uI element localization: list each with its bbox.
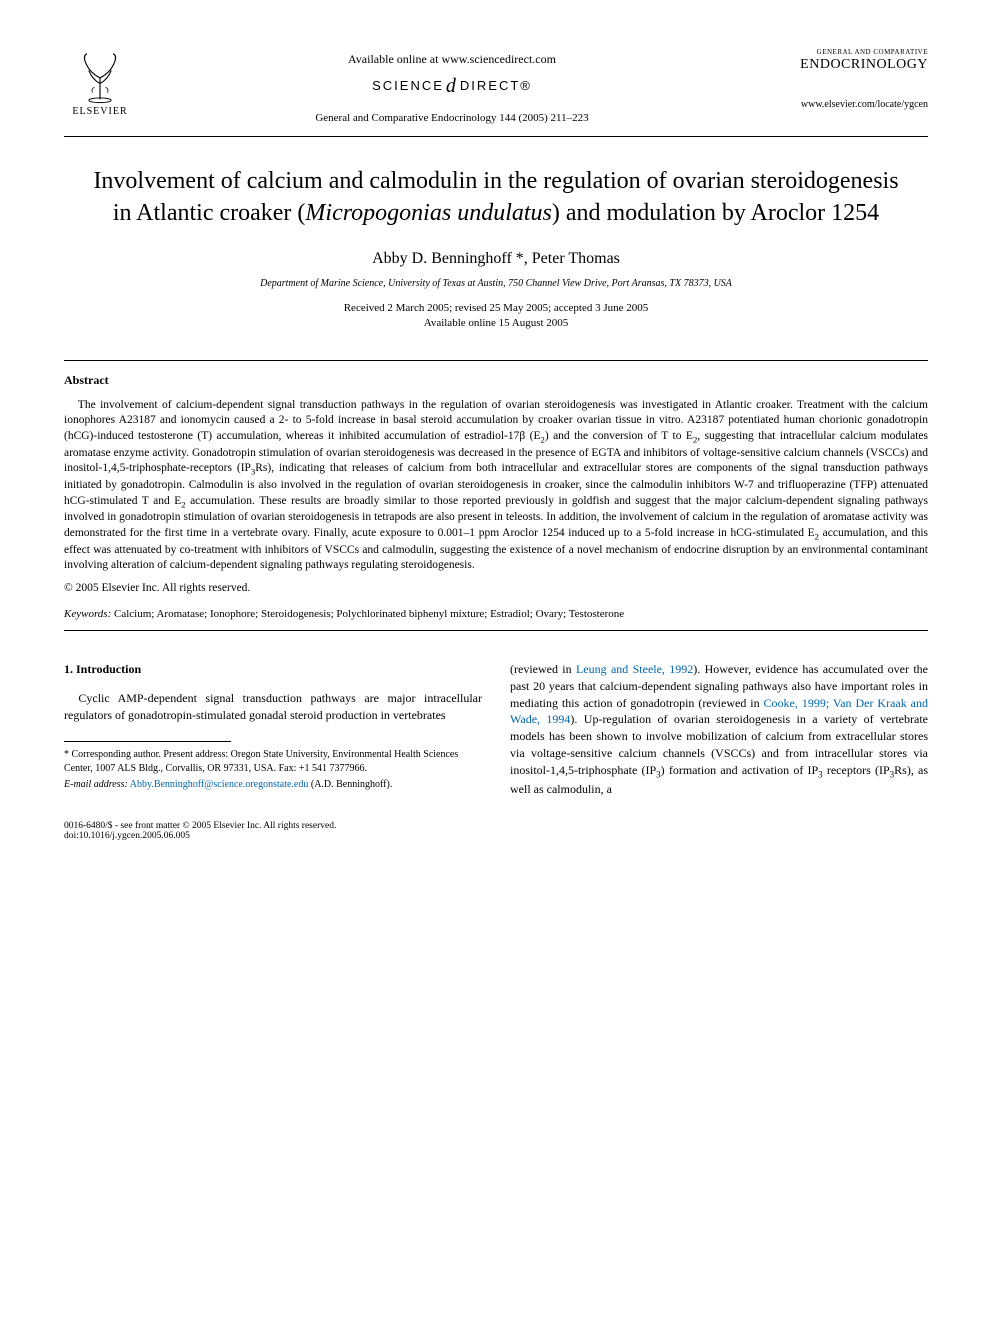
left-column: 1. Introduction Cyclic AMP-dependent sig…	[64, 661, 482, 798]
sd-at-icon: d	[446, 75, 458, 98]
affiliation: Department of Marine Science, University…	[64, 278, 928, 289]
header-rule	[64, 136, 928, 137]
footnote-rule	[64, 741, 231, 742]
journal-box: GENERAL AND COMPARATIVE ENDOCRINOLOGY ww…	[768, 48, 928, 110]
article-dates: Received 2 March 2005; revised 25 May 20…	[64, 301, 928, 332]
intro-paragraph-right: (reviewed in Leung and Steele, 1992). Ho…	[510, 661, 928, 798]
email-tail: (A.D. Benninghoff).	[308, 779, 392, 790]
abstract-heading: Abstract	[64, 373, 928, 388]
keywords-text: Calcium; Aromatase; Ionophore; Steroidog…	[111, 608, 624, 620]
authors: Abby D. Benninghoff *, Peter Thomas	[64, 250, 928, 268]
center-header: Available online at www.sciencedirect.co…	[136, 48, 768, 124]
keywords-label: Keywords:	[64, 608, 111, 620]
email-link[interactable]: Abby.Benninghoff@science.oregonstate.edu	[130, 779, 309, 790]
journal-citation: General and Comparative Endocrinology 14…	[136, 112, 768, 124]
footnote: * Corresponding author. Present address:…	[64, 748, 482, 792]
availability-text: Available online at www.sciencedirect.co…	[136, 52, 768, 67]
right-column: (reviewed in Leung and Steele, 1992). Ho…	[510, 661, 928, 798]
sd-logo-left: SCIENCE	[372, 78, 444, 93]
journal-url: www.elsevier.com/locate/ygcen	[768, 99, 928, 110]
journal-supertitle: GENERAL AND COMPARATIVE	[768, 48, 928, 56]
available-date: Available online 15 August 2005	[64, 316, 928, 331]
abstract-rule-top	[64, 360, 928, 361]
footer-left: 0016-6480/$ - see front matter © 2005 El…	[64, 821, 336, 841]
intro-paragraph-left: Cyclic AMP-dependent signal transduction…	[64, 690, 482, 724]
page-header: ELSEVIER Available online at www.science…	[64, 48, 928, 128]
footer-copyright: 0016-6480/$ - see front matter © 2005 El…	[64, 821, 336, 831]
publisher-logo: ELSEVIER	[64, 48, 136, 128]
journal-title: ENDOCRINOLOGY	[768, 57, 928, 73]
abstract-text: The involvement of calcium-dependent sig…	[64, 398, 928, 574]
sciencedirect-logo: SCIENCEdDIRECT®	[136, 75, 768, 98]
section-heading-intro: 1. Introduction	[64, 661, 482, 678]
received-date: Received 2 March 2005; revised 25 May 20…	[64, 301, 928, 316]
email-label: E-mail address:	[64, 779, 128, 790]
sd-logo-right: DIRECT®	[460, 78, 532, 93]
email-line: E-mail address: Abby.Benninghoff@science…	[64, 778, 482, 792]
elsevier-tree-icon	[72, 48, 128, 104]
copyright: © 2005 Elsevier Inc. All rights reserved…	[64, 582, 928, 594]
abstract-rule-bottom	[64, 630, 928, 631]
abstract-paragraph: The involvement of calcium-dependent sig…	[64, 398, 928, 574]
article-title: Involvement of calcium and calmodulin in…	[88, 165, 904, 230]
body-columns: 1. Introduction Cyclic AMP-dependent sig…	[64, 661, 928, 798]
page-footer: 0016-6480/$ - see front matter © 2005 El…	[64, 821, 928, 841]
footer-doi: doi:10.1016/j.ygcen.2005.06.005	[64, 831, 336, 841]
publisher-name: ELSEVIER	[72, 106, 127, 117]
corresponding-author: * Corresponding author. Present address:…	[64, 748, 482, 775]
keywords: Keywords: Calcium; Aromatase; Ionophore;…	[64, 608, 928, 620]
